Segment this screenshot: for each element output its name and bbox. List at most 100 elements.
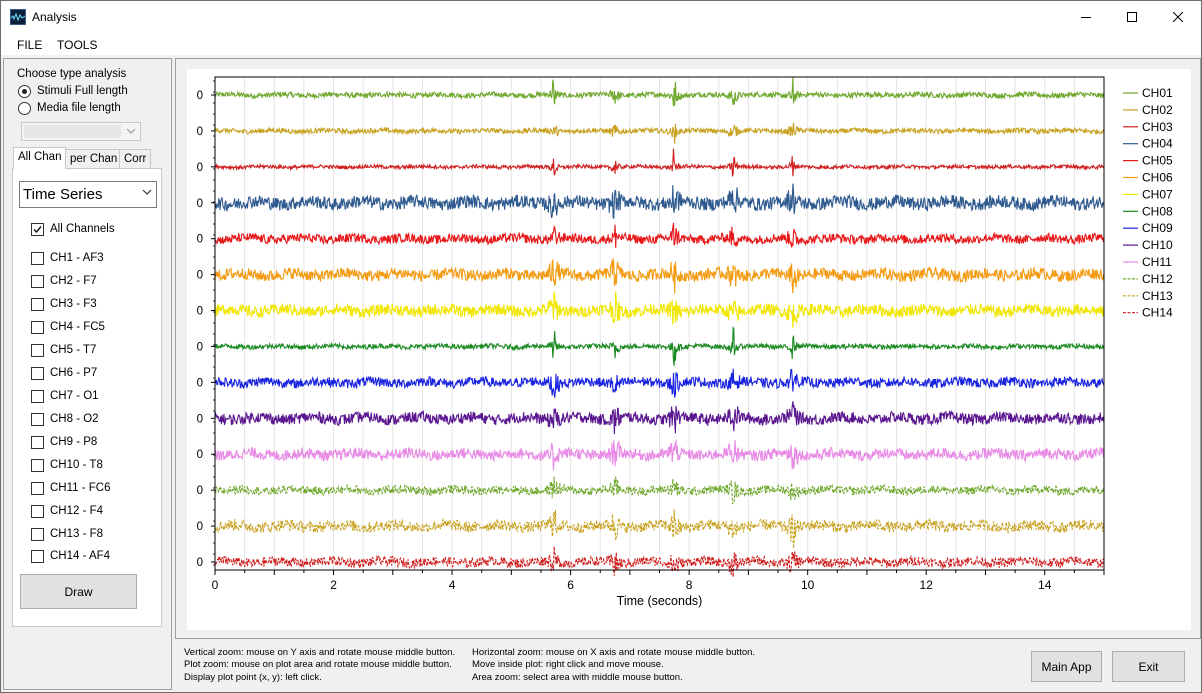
channel-checkbox-ch8[interactable] bbox=[31, 413, 44, 426]
channel-label-ch3: CH3 - F3 bbox=[50, 298, 97, 310]
tab-per-chan[interactable]: per Chan bbox=[65, 149, 123, 169]
y-tick-label: 0 bbox=[197, 341, 203, 353]
menu-bar: FILE TOOLS bbox=[1, 33, 1201, 55]
y-tick-label: 0 bbox=[197, 234, 203, 246]
series-line-ch13 bbox=[214, 509, 1105, 549]
series-line-ch03 bbox=[214, 148, 1105, 177]
series-line-ch08 bbox=[214, 325, 1105, 366]
series-line-ch12 bbox=[214, 476, 1105, 505]
chevron-down-icon bbox=[126, 128, 136, 134]
series-line-ch14 bbox=[214, 546, 1105, 578]
channel-checkbox-ch1[interactable] bbox=[31, 252, 44, 265]
radio-stimuli-label: Stimuli Full length bbox=[37, 85, 128, 97]
exit-button[interactable]: Exit bbox=[1112, 651, 1185, 682]
channel-label-ch10: CH10 - T8 bbox=[50, 459, 103, 471]
minimize-icon bbox=[1081, 17, 1091, 18]
series-line-ch09 bbox=[214, 368, 1105, 398]
help-text-right: Horizontal zoom: mouse on X axis and rot… bbox=[472, 647, 755, 684]
series-line-ch07 bbox=[214, 291, 1105, 329]
maximize-icon bbox=[1127, 12, 1137, 22]
menu-tools[interactable]: TOOLS bbox=[57, 38, 98, 52]
media-select bbox=[21, 122, 141, 141]
channel-checkbox-ch13[interactable] bbox=[31, 528, 44, 541]
plot-panel: 0 0 0 0 0 0 0 0 0 0 0 0 0 0 0 2 4 6 8 10 12 14 Time (seconds) C… bbox=[175, 58, 1201, 639]
channel-checkbox-ch12[interactable] bbox=[31, 505, 44, 518]
y-tick-label: 0 bbox=[197, 270, 203, 282]
series-line-ch01 bbox=[214, 77, 1105, 107]
channel-checkbox-ch6[interactable] bbox=[31, 367, 44, 380]
help-move-plot: Move inside plot: right click and move m… bbox=[472, 659, 664, 671]
channel-label-ch11: CH11 - FC6 bbox=[50, 482, 111, 494]
channel-label-ch4: CH4 - FC5 bbox=[50, 321, 105, 333]
channel-checkbox-ch10[interactable] bbox=[31, 459, 44, 472]
y-tick-label: 0 bbox=[197, 377, 203, 389]
y-tick-label: 0 bbox=[197, 557, 203, 569]
main-app-button[interactable]: Main App bbox=[1031, 651, 1102, 682]
channel-checkbox-ch4[interactable] bbox=[31, 321, 44, 334]
series-line-ch11 bbox=[214, 439, 1105, 471]
maximize-button[interactable] bbox=[1109, 1, 1155, 33]
x-tick-label: 8 bbox=[686, 578, 693, 592]
channel-label-ch9: CH9 - P8 bbox=[50, 436, 98, 448]
minimize-button[interactable] bbox=[1063, 1, 1109, 33]
y-tick-label: 0 bbox=[197, 306, 203, 318]
channel-label-ch12: CH12 - F4 bbox=[50, 505, 104, 517]
plot-area-container[interactable]: 0 0 0 0 0 0 0 0 0 0 0 0 0 0 0 2 4 6 8 10 12 14 Time (seconds) C… bbox=[187, 69, 1191, 630]
window-title: Analysis bbox=[32, 10, 77, 24]
radio-media-file-length[interactable] bbox=[18, 102, 31, 115]
tab-corr[interactable]: Corr bbox=[119, 149, 152, 169]
choose-type-label: Choose type analysis bbox=[17, 68, 127, 80]
close-button[interactable] bbox=[1155, 1, 1201, 33]
app-icon bbox=[10, 9, 26, 25]
series-line-ch06 bbox=[214, 258, 1105, 294]
menu-file[interactable]: FILE bbox=[17, 38, 43, 52]
channel-checkbox-ch9[interactable] bbox=[31, 436, 44, 449]
x-tick-label: 0 bbox=[212, 578, 219, 592]
draw-button[interactable]: Draw bbox=[20, 574, 137, 609]
legend-entry-ch07: CH07 bbox=[1142, 187, 1173, 201]
legend-entry-ch03: CH03 bbox=[1142, 120, 1173, 134]
radio-media-label: Media file length bbox=[37, 102, 121, 114]
close-icon bbox=[1173, 12, 1183, 22]
channel-label-ch2: CH2 - F7 bbox=[50, 275, 97, 287]
series-line-ch02 bbox=[214, 122, 1105, 144]
help-text-left: Vertical zoom: mouse on Y axis and rotat… bbox=[184, 647, 455, 684]
series-line-ch04 bbox=[214, 183, 1105, 219]
help-horizontal-zoom: Horizontal zoom: mouse on X axis and rot… bbox=[472, 647, 756, 658]
legend-entry-ch13: CH13 bbox=[1142, 289, 1173, 303]
y-tick-label: 0 bbox=[197, 126, 203, 138]
channel-checkbox-ch3[interactable] bbox=[31, 298, 44, 311]
x-tick-label: 2 bbox=[330, 578, 337, 592]
legend-entry-ch10: CH10 bbox=[1142, 238, 1173, 252]
radio-stimuli-full-length[interactable] bbox=[18, 85, 31, 98]
help-plot-zoom: Plot zoom: mouse on plot area and rotate… bbox=[184, 659, 452, 671]
help-display-point: Display plot point (x, y): left click. bbox=[184, 671, 322, 683]
channel-checkbox-ch7[interactable] bbox=[31, 390, 44, 403]
channel-checkbox-ch14[interactable] bbox=[31, 550, 44, 563]
channel-checkbox-ch5[interactable] bbox=[31, 344, 44, 357]
legend-entry-ch06: CH06 bbox=[1142, 171, 1173, 185]
series-line-ch05 bbox=[214, 222, 1105, 248]
y-tick-label: 0 bbox=[197, 90, 203, 102]
legend-entry-ch08: CH08 bbox=[1142, 204, 1173, 218]
legend-entry-ch09: CH09 bbox=[1142, 221, 1173, 235]
channel-label-ch7: CH7 - O1 bbox=[50, 390, 99, 402]
x-tick-label: 4 bbox=[449, 578, 456, 592]
plot-type-select[interactable]: Time Series bbox=[19, 181, 157, 208]
tab-all-chan[interactable]: All Chan bbox=[13, 147, 67, 169]
x-tick-label: 6 bbox=[567, 578, 574, 592]
channel-label-ch13: CH13 - F8 bbox=[50, 528, 104, 540]
legend-entry-ch11: CH11 bbox=[1142, 255, 1172, 269]
legend-entry-ch01: CH01 bbox=[1142, 86, 1173, 100]
all-channels-label: All Channels bbox=[50, 223, 115, 235]
legend-entry-ch05: CH05 bbox=[1142, 154, 1173, 168]
channel-checkbox-ch2[interactable] bbox=[31, 275, 44, 288]
all-channels-checkbox[interactable] bbox=[31, 223, 44, 236]
title-bar[interactable]: Analysis bbox=[1, 1, 1201, 33]
x-tick-label: 14 bbox=[1038, 578, 1052, 592]
y-tick-label: 0 bbox=[197, 449, 203, 461]
plot-type-value: Time Series bbox=[23, 186, 103, 203]
channel-checkbox-ch11[interactable] bbox=[31, 482, 44, 495]
